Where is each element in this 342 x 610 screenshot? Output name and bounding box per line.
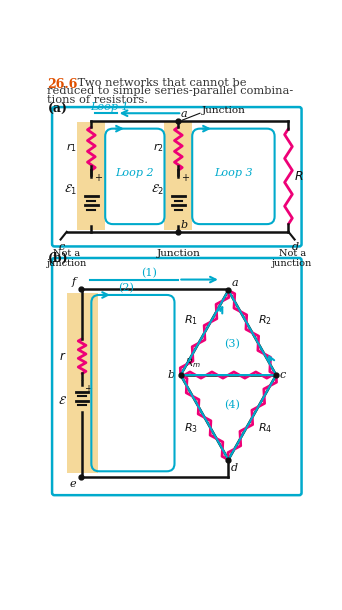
Text: a: a xyxy=(181,109,187,120)
Text: a: a xyxy=(232,278,238,288)
Text: $R$: $R$ xyxy=(294,170,303,183)
Text: Two networks that cannot be: Two networks that cannot be xyxy=(75,78,247,88)
Text: +: + xyxy=(181,173,189,183)
Text: $\mathcal{E}_2$: $\mathcal{E}_2$ xyxy=(151,182,164,196)
Text: Junction: Junction xyxy=(156,249,200,258)
Text: $r_1$: $r_1$ xyxy=(66,141,77,154)
FancyBboxPatch shape xyxy=(78,123,105,231)
Text: (3): (3) xyxy=(224,339,240,350)
FancyBboxPatch shape xyxy=(165,123,192,231)
Text: +: + xyxy=(94,173,102,183)
Text: Loop 2: Loop 2 xyxy=(116,168,154,178)
Text: c: c xyxy=(59,242,65,252)
Text: (b): (b) xyxy=(48,252,68,265)
Text: $R_2$: $R_2$ xyxy=(259,313,272,326)
Text: $R_1$: $R_1$ xyxy=(184,313,198,326)
Text: +: + xyxy=(84,384,92,394)
Text: Not a
junction: Not a junction xyxy=(272,249,313,268)
Text: $R_m$: $R_m$ xyxy=(185,356,200,370)
Text: Loop 3: Loop 3 xyxy=(214,168,253,178)
Text: Not a
junction: Not a junction xyxy=(47,249,87,268)
Text: $r$: $r$ xyxy=(59,350,67,363)
Text: reduced to simple series-parallel combina-: reduced to simple series-parallel combin… xyxy=(48,86,294,96)
Text: Loop 1: Loop 1 xyxy=(91,102,129,112)
Text: (a): (a) xyxy=(48,102,67,115)
Text: 26.6: 26.6 xyxy=(48,78,78,91)
FancyBboxPatch shape xyxy=(52,258,302,495)
Text: $\mathcal{E}_1$: $\mathcal{E}_1$ xyxy=(64,182,77,196)
Text: b: b xyxy=(167,370,174,380)
Text: d: d xyxy=(292,242,299,252)
Text: $R_4$: $R_4$ xyxy=(259,422,273,435)
Text: (1): (1) xyxy=(141,268,157,278)
Text: (4): (4) xyxy=(224,400,240,411)
Text: c: c xyxy=(280,370,286,380)
Text: $R_3$: $R_3$ xyxy=(184,422,198,435)
FancyBboxPatch shape xyxy=(67,293,97,473)
Text: $r_2$: $r_2$ xyxy=(153,141,164,154)
Text: e: e xyxy=(69,479,76,489)
Text: tions of resistors.: tions of resistors. xyxy=(48,95,148,105)
Text: f: f xyxy=(72,278,76,287)
Text: b: b xyxy=(181,220,188,231)
FancyBboxPatch shape xyxy=(52,107,302,246)
Text: $\mathcal{E}$: $\mathcal{E}$ xyxy=(58,393,67,407)
Text: Junction: Junction xyxy=(201,106,245,115)
Text: d: d xyxy=(231,463,238,473)
Text: (2): (2) xyxy=(118,283,134,293)
